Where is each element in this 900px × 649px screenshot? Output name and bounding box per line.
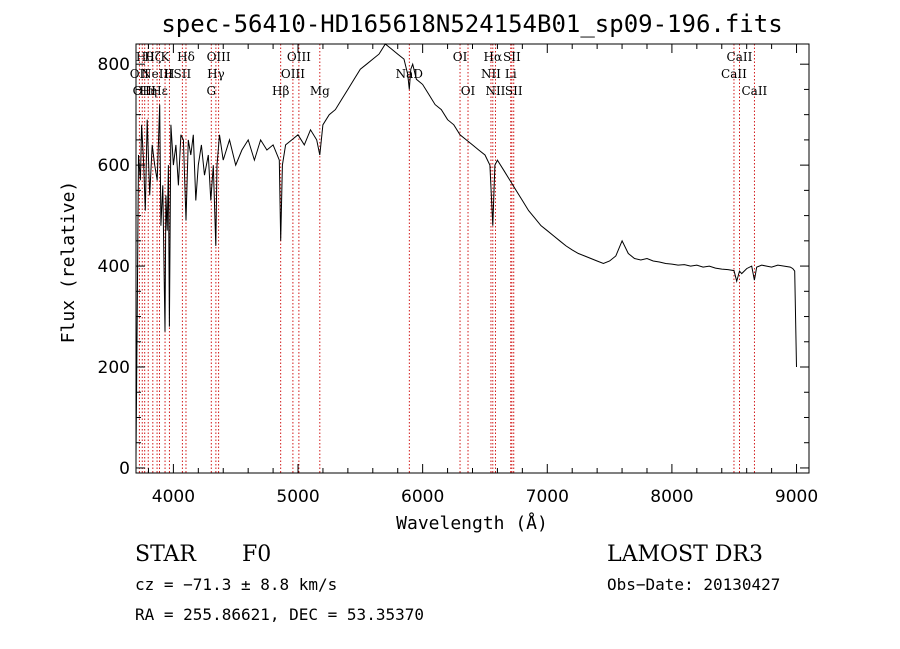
line-marker-label: NaD (396, 67, 423, 81)
x-axis-label: Wavelength (Å) (396, 512, 548, 534)
line-marker-label: OII (130, 67, 150, 81)
line-marker-label: G (206, 84, 216, 98)
line-marker-label: SII (505, 84, 523, 98)
object-class: STAR (135, 542, 197, 567)
spectrum-line (135, 43, 797, 458)
x-tick-label: 9000 (775, 487, 818, 507)
y-tick-label: 800 (98, 55, 130, 75)
x-tick-label: 5000 (276, 487, 319, 507)
line-marker-label: CaII (721, 67, 747, 81)
x-tick-label: 4000 (152, 487, 195, 507)
line-marker-label: SII (174, 67, 192, 81)
x-axis-ticks: 4000 5000 6000 7000 8000 9000 (147, 44, 818, 507)
line-marker-label: Hδ (177, 50, 195, 64)
line-marker-label: CaII (727, 50, 753, 64)
object-subclass: F0 (242, 542, 271, 567)
redshift-cz: cz = −71.3 ± 8.8 km/s (135, 575, 337, 594)
line-marker-label: OIII (287, 50, 311, 64)
line-marker-label: Hβ (272, 84, 289, 98)
plot-frame (135, 43, 810, 474)
line-marker-label: NII (485, 84, 505, 98)
y-tick-label: 200 (98, 358, 130, 378)
line-marker-lines (138, 44, 755, 473)
line-marker-labels: OIIOIIHθHηHζNeIIIHεKHSIIHδGHγOIIIHβOIIIO… (130, 50, 768, 98)
line-marker-label: OIII (207, 50, 231, 64)
line-marker-label: NII (481, 67, 501, 81)
y-axis-ticks: 0 200 400 600 800 (98, 55, 809, 479)
line-marker-label: SII (503, 50, 521, 64)
line-marker-label: OII (133, 84, 153, 98)
y-tick-label: 600 (98, 156, 130, 176)
line-marker-label: Hγ (207, 67, 225, 81)
line-marker-label: K (161, 50, 171, 64)
line-marker-label: CaII (741, 84, 767, 98)
line-marker-label: Hζ (144, 50, 161, 64)
line-marker-label: Hα (484, 50, 503, 64)
x-tick-label: 7000 (526, 487, 569, 507)
obs-date: Obs−Date: 20130427 (607, 575, 780, 594)
line-marker-label: NeIII (141, 67, 173, 81)
y-tick-label: 400 (98, 257, 130, 277)
x-tick-label: 8000 (650, 487, 693, 507)
survey-name: LAMOST DR3 (607, 542, 763, 567)
y-tick-label: 0 (119, 459, 130, 479)
line-marker-label: Hθ (136, 50, 154, 64)
coordinates: RA = 255.86621, DEC = 53.35370 (135, 605, 424, 624)
line-marker-label: Hε (151, 84, 168, 98)
line-marker-label: Li (505, 67, 517, 81)
line-marker-label: OI (461, 84, 476, 98)
line-marker-label: OIII (281, 67, 305, 81)
line-marker-label: OI (453, 50, 468, 64)
line-marker-label: H (164, 67, 174, 81)
y-axis-label: Flux (relative) (58, 181, 79, 344)
chart-title: spec-56410-HD165618N524154B01_sp09-196.f… (161, 10, 782, 38)
x-tick-label: 6000 (401, 487, 444, 507)
line-marker-label: Mg (310, 84, 330, 98)
line-marker-label: Hη (139, 84, 157, 98)
